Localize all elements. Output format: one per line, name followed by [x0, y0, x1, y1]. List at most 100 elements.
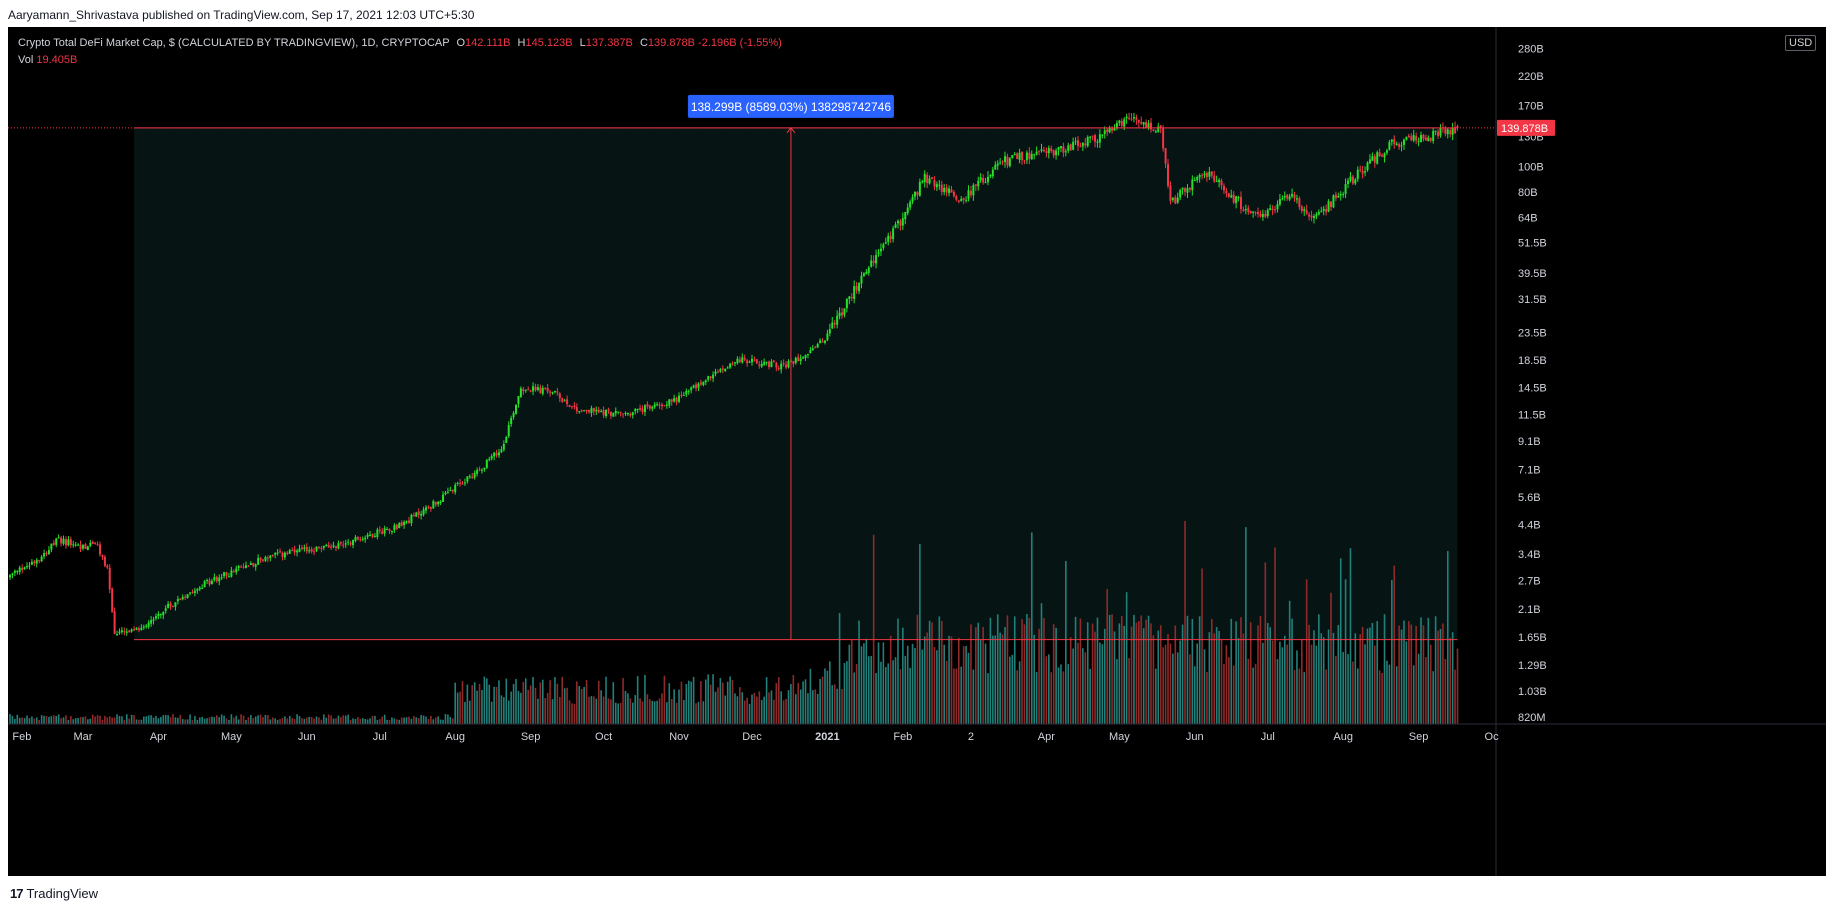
candle [639, 407, 642, 410]
price-tick-label: 280B [1518, 43, 1544, 55]
volume-bar [408, 716, 410, 724]
candle [400, 522, 403, 526]
candle [1317, 212, 1320, 215]
candle [1164, 148, 1167, 164]
volume-bar [130, 714, 133, 724]
candle [955, 196, 958, 200]
volume-bar [697, 701, 700, 724]
volume-bar [70, 715, 72, 724]
volume-bar [780, 691, 782, 724]
volume-bar [174, 717, 177, 724]
candle [882, 244, 885, 248]
volume-bar [1232, 665, 1235, 724]
candle [799, 358, 802, 361]
tradingview-logo[interactable]: 17 TradingView [10, 886, 98, 901]
volume-bar [931, 622, 933, 724]
candle [108, 567, 111, 590]
candle [896, 220, 899, 224]
volume-bar [198, 717, 201, 724]
volume-bar [364, 719, 366, 724]
volume-bar [736, 696, 739, 724]
volume-bar [746, 697, 748, 724]
volume-bar [729, 676, 731, 724]
candle [989, 175, 992, 177]
candle [1434, 130, 1437, 132]
last-price-tag: 139.878B [1497, 119, 1555, 136]
price-chart[interactable]: 138.299B (8589.03%) 138298742746 280B220… [8, 27, 1826, 876]
time-axis[interactable]: Feb Mar Apr May Jun Jul Aug Sep Oct Nov Dec 2021 Feb… [8, 723, 1826, 743]
candle [407, 520, 410, 523]
volume-bar [45, 716, 48, 724]
candle [1247, 208, 1250, 212]
candle [30, 561, 33, 565]
candle [889, 236, 892, 240]
volume-bar [602, 696, 605, 724]
candle [451, 489, 454, 492]
volume-bar [631, 702, 634, 724]
currency-button[interactable]: USD [1785, 35, 1817, 51]
volume-bar [1016, 670, 1018, 724]
volume-bar [1276, 659, 1279, 724]
candle [588, 409, 591, 412]
candle [1266, 210, 1269, 216]
volume-bar [539, 682, 542, 724]
candle [1123, 119, 1126, 127]
candle [699, 382, 702, 385]
volume-bar [957, 637, 960, 724]
volume-bar [1103, 628, 1106, 724]
price-tick-label: 7.1B [1518, 465, 1541, 477]
volume-bar [1052, 624, 1055, 724]
candle [1315, 214, 1318, 217]
volume-bar [855, 664, 858, 724]
volume-bar [546, 692, 549, 724]
volume-bar [1322, 637, 1325, 724]
volume-bar [1145, 619, 1147, 724]
volume-bar [1337, 624, 1340, 724]
volume-bar [537, 698, 539, 724]
price-tick-label: 1.29B [1518, 660, 1547, 672]
volume-bar [201, 716, 203, 724]
volume-bar [1206, 672, 1208, 724]
candle [1439, 127, 1442, 136]
volume-bar [1230, 618, 1233, 724]
volume-bar [785, 698, 787, 724]
candle [461, 483, 464, 485]
candle [575, 407, 578, 412]
candle [313, 551, 316, 553]
volume-bar [734, 693, 736, 724]
candle [96, 544, 99, 546]
candle [875, 254, 878, 264]
volume-bar [1257, 625, 1259, 724]
symbol-title[interactable]: Crypto Total DeFi Market Cap, $ (CALCULA… [18, 37, 450, 49]
candle [853, 286, 856, 300]
volume-bar [1220, 639, 1223, 724]
volume-bar [510, 691, 512, 724]
volume-bar [1283, 635, 1286, 724]
price-axis[interactable]: 280B220B170B130B100B80B64B51.5B39.5B31.5… [1518, 43, 1547, 724]
candle [884, 242, 887, 244]
candle [1252, 211, 1255, 213]
volume-bar [999, 632, 1001, 724]
volume-bar [94, 716, 96, 724]
volume-bar [1050, 672, 1053, 724]
candle [848, 296, 851, 299]
volume-bar [507, 700, 510, 724]
chart-frame[interactable]: 138.299B (8589.03%) 138298742746 280B 220… [8, 27, 1826, 876]
candle [1446, 129, 1449, 135]
volume-bar [1237, 638, 1240, 724]
volume-bar [527, 689, 529, 724]
volume-bar [1259, 616, 1262, 724]
volume-bar [850, 640, 853, 724]
volume-bar [768, 692, 770, 724]
volume-bar [415, 717, 418, 724]
candle [1278, 199, 1281, 205]
volume-bar [571, 703, 573, 724]
close-value: 139.878B [647, 37, 696, 49]
candle [466, 476, 469, 482]
candle [607, 409, 610, 411]
candle [828, 329, 831, 334]
candle [476, 470, 479, 474]
volume-bar [576, 681, 578, 724]
candle [60, 537, 63, 544]
candle [186, 594, 189, 598]
